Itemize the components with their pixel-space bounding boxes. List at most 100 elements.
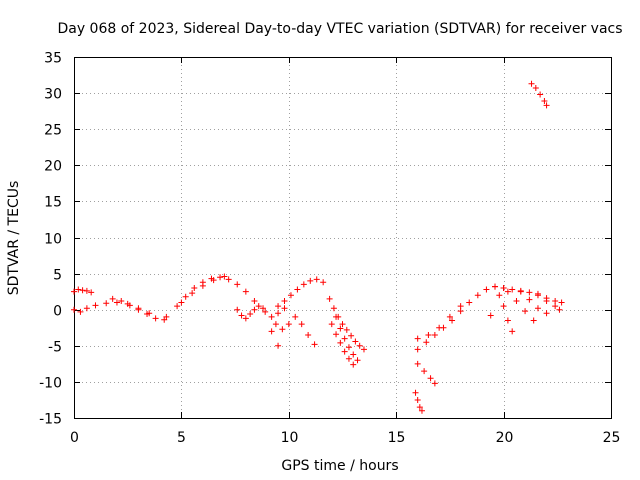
data-point [234,281,241,288]
x-tick-label: 20 [496,430,514,446]
data-point [191,285,198,292]
x-axis-label: GPS time / hours [281,458,398,474]
data-point [526,296,533,303]
data-point [326,295,333,302]
data-point [92,302,99,309]
data-point [530,317,537,324]
data-point [483,286,490,293]
series-evening-fan-b [504,288,537,324]
data-point [83,287,90,294]
data-point [268,328,275,335]
data-point [199,282,206,289]
y-tick-label: -5 [48,340,62,356]
data-point [281,298,288,305]
data-point [416,404,423,411]
data-point [152,315,159,322]
data-point [221,273,228,280]
data-point [418,407,425,414]
series-evening-fan-d [534,290,563,313]
data-points [71,80,565,414]
x-tick-label: 10 [281,430,299,446]
data-point [217,274,224,281]
data-point [541,98,548,105]
data-point [543,102,550,109]
data-point [238,312,245,319]
chart-title: Day 068 of 2023, Sidereal Day-to-day VTE… [57,21,622,37]
data-point [466,299,473,306]
data-point [522,308,529,315]
data-point [77,308,84,315]
data-point [275,342,282,349]
data-point [496,292,503,299]
x-tick-label: 25 [603,430,621,446]
series-outlier-19 [487,312,494,319]
series-early-top [71,286,95,296]
data-point [251,306,258,313]
data-point [341,335,348,342]
data-point [83,305,90,312]
data-point [534,290,541,297]
y-tick-label: 15 [44,195,62,211]
data-point [345,344,352,351]
x-tick-label: 0 [70,430,79,446]
data-point [333,331,340,338]
data-point [436,324,443,331]
y-tick-label: -15 [39,412,62,428]
series-spread-9 [255,303,288,320]
series-late-high [528,80,550,109]
data-point [126,302,133,309]
data-point [517,288,524,295]
data-point [275,310,282,317]
y-axis-label: SDTVAR / TECUs [6,181,22,296]
series-drop-16 [412,389,425,414]
data-point [425,331,432,338]
data-point [189,290,196,297]
series-dip-2 [272,313,318,348]
data-point [414,360,421,367]
series-evening-top [492,283,565,306]
y-tick-label: 0 [53,304,62,320]
series-dip-1 [234,306,258,322]
series-hump-1 [163,274,267,320]
data-point [487,312,494,319]
data-point [88,289,95,296]
data-point [333,313,340,320]
data-point [234,306,241,313]
data-point [474,292,481,299]
data-point [178,299,185,306]
data-point [457,308,464,315]
data-point [118,298,125,305]
data-point [294,286,301,293]
data-point [71,306,77,313]
data-point [135,306,142,313]
data-point [528,80,535,87]
data-point [75,286,82,293]
data-point [287,292,294,299]
data-point [356,342,363,349]
data-point [513,298,520,305]
data-point [421,368,428,375]
data-point [558,299,565,306]
data-point [279,326,286,333]
data-point [337,339,344,346]
data-point [328,321,335,328]
data-point [339,321,346,328]
y-tick-label: 10 [44,232,62,248]
series-rise-16b [414,303,464,342]
data-point [431,331,438,338]
data-point [300,281,307,288]
data-point [350,351,357,358]
data-point [275,303,282,310]
data-point [320,279,327,286]
data-point [285,321,292,328]
y-tick-label: 5 [53,268,62,284]
data-point [330,305,337,312]
data-point [163,313,170,320]
data-point [354,357,361,364]
data-point [543,310,550,317]
series-evening-fan-c [517,288,550,317]
data-point [423,339,430,346]
data-point [534,305,541,312]
data-point [242,315,249,322]
y-tick-label: 25 [44,123,62,139]
